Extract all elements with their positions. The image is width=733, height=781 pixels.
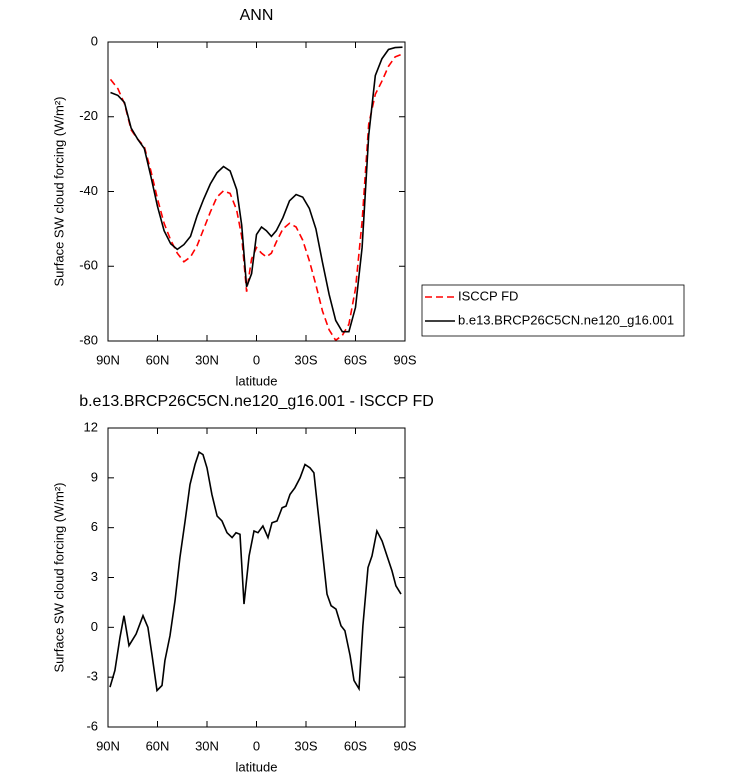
x-tick-label: 0 — [253, 738, 260, 753]
series-line — [110, 46, 403, 333]
x-tick-label: 60S — [344, 738, 367, 753]
chart-title: b.e13.BRCP26C5CN.ne120_g16.001 - ISCCP F… — [79, 393, 434, 410]
x-tick-label: 60N — [146, 352, 170, 367]
x-tick-label: 30S — [294, 352, 317, 367]
x-tick-label: 30S — [294, 738, 317, 753]
y-axis-label: Surface SW cloud forcing (W/m²) — [51, 483, 66, 673]
x-axis-label: latitude — [236, 759, 278, 774]
y-tick-label: -20 — [79, 108, 98, 123]
legend-box — [421, 284, 685, 337]
chart-title: ANN — [240, 7, 274, 24]
plot-frame — [107, 427, 406, 728]
x-tick-label: 0 — [253, 352, 260, 367]
x-tick-label: 60S — [344, 352, 367, 367]
y-tick-label: -6 — [86, 718, 98, 733]
y-tick-label: 0 — [91, 33, 98, 48]
series-line — [109, 450, 402, 693]
plot-frame — [107, 41, 406, 342]
y-tick-label: 3 — [91, 569, 98, 584]
x-tick-label: 90S — [393, 352, 416, 367]
x-axis-label: latitude — [236, 373, 278, 388]
y-tick-label: 9 — [91, 469, 98, 484]
series-line — [109, 53, 403, 342]
y-tick-label: -80 — [79, 332, 98, 347]
x-tick-label: 60N — [146, 738, 170, 753]
y-axis-label: Surface SW cloud forcing (W/m²) — [51, 97, 66, 287]
y-tick-label: 0 — [91, 619, 98, 634]
legend-label: ISCCP FD — [458, 288, 518, 303]
legend-label: b.e13.BRCP26C5CN.ne120_g16.001 — [458, 312, 674, 327]
x-tick-label: 30N — [195, 738, 219, 753]
y-tick-label: 12 — [84, 419, 98, 434]
x-tick-label: 30N — [195, 352, 219, 367]
y-tick-label: 6 — [91, 519, 98, 534]
x-tick-label: 90N — [96, 352, 120, 367]
x-tick-label: 90N — [96, 738, 120, 753]
y-tick-label: -3 — [86, 669, 98, 684]
y-tick-label: -60 — [79, 258, 98, 273]
y-tick-label: -40 — [79, 183, 98, 198]
x-tick-label: 90S — [393, 738, 416, 753]
